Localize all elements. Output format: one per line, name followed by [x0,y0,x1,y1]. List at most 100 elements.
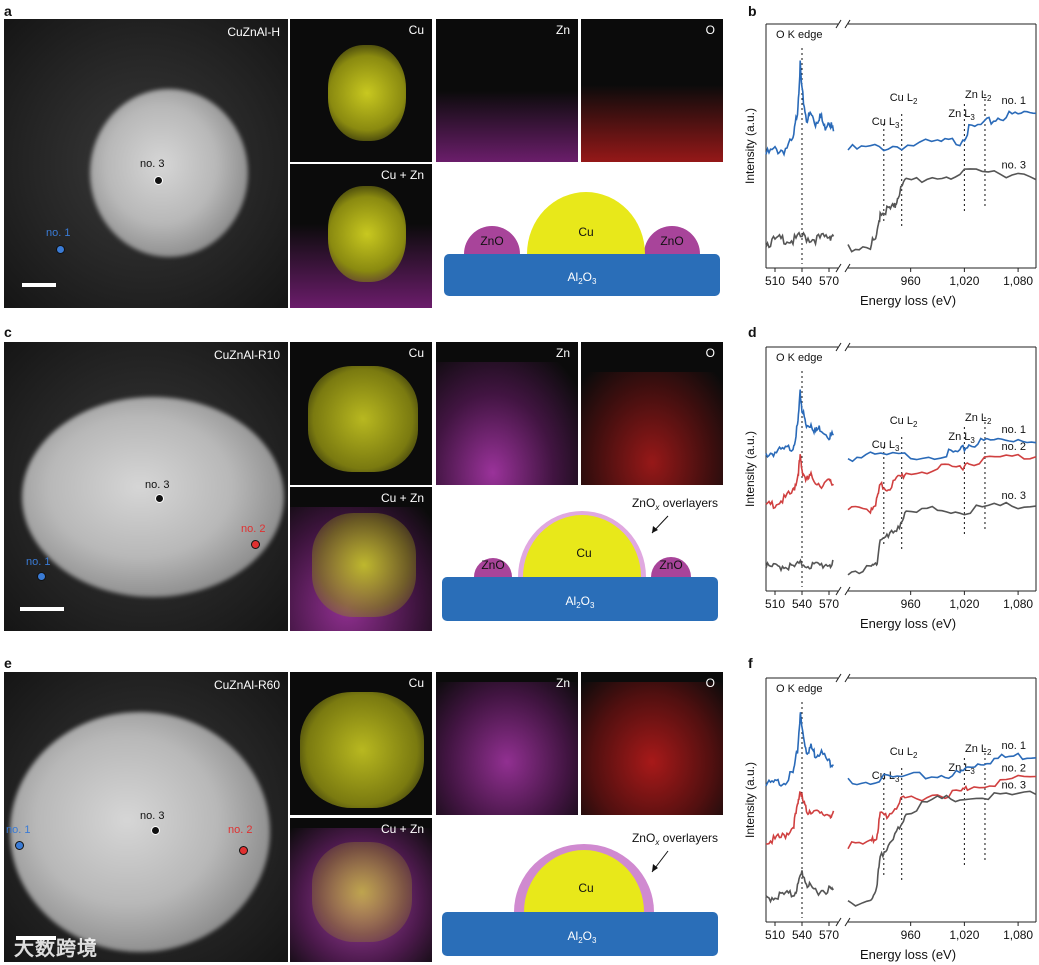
series-line-right [847,168,1037,253]
series-line-right [847,752,1037,786]
x-tick-label: 1,080 [1003,274,1033,288]
map-label-zn: Zn [555,23,570,37]
schematic-c: ZnO ZnO Cu Al2O3 ZnOx overlayers [436,487,723,631]
x-axis-label: Energy loss (eV) [860,293,956,308]
zno-particle-right [651,557,691,577]
y-axis-label: Intensity (a.u.) [743,762,757,838]
cu-signal [312,513,416,617]
edge-label: Zn L3 [948,762,975,776]
series-line-right [847,790,1037,907]
zno-label-left: ZnO [480,234,503,248]
series-line-left [765,790,835,846]
series-label: no. 2 [1002,441,1026,453]
y-axis-label: Intensity (a.u.) [743,431,757,507]
cu-particle-schematic [523,515,641,577]
spot-no3-marker [155,494,164,503]
edge-label: Zn L2 [965,412,992,426]
axis-break-mark [844,342,851,352]
o-map-c: O [581,342,723,485]
spot-label-no3: no. 3 [140,158,165,170]
spot-no1-marker [15,841,24,850]
x-tick-label: 510 [765,274,785,288]
sample-label: CuZnAl-H [227,25,280,39]
map-label-cu: Cu [408,346,424,360]
map-label-cuzn: Cu + Zn [380,822,424,836]
o-map-e: O [581,672,723,815]
al2o3-support [444,254,720,296]
x-tick-label: 1,020 [949,928,979,942]
edge-label: Zn L3 [948,431,975,445]
zno-label-right: ZnO [660,234,683,248]
axis-break-mark [844,263,851,273]
axis-break-mark [844,586,851,596]
cu-signal [312,842,412,942]
o-signal [581,682,723,815]
spot-label-no1: no. 1 [26,556,51,568]
panel-letter-c: c [4,324,12,340]
schematic-a: ZnO ZnO Cu Al2O3 [436,164,723,308]
overlayer-label: ZnOx overlayers [632,496,718,512]
x-tick-label: 570 [819,274,839,288]
map-label-cu: Cu [408,676,424,690]
panel-letter-d: d [748,324,757,340]
axis-break-mark [835,263,842,273]
cu-map-c: Cu [290,342,432,485]
watermark: 大数跨境 [14,938,98,960]
scale-bar [22,283,56,287]
panel-letter-e: e [4,655,12,671]
al2o3-support [442,912,718,956]
edge-label: Zn L2 [965,743,992,757]
cu-signal [328,186,406,282]
cu-particle [90,89,248,257]
zn-signal [436,682,578,815]
map-label-o: O [705,676,715,690]
spot-no2-marker [239,846,248,855]
panel-letter-f: f [748,655,753,671]
series-line-right [847,437,1037,463]
x-tick-label: 960 [901,928,921,942]
x-axis-label: Energy loss (eV) [860,947,956,962]
axis-break-mark [835,586,842,596]
edge-label: Cu L3 [872,439,900,453]
o-map-a: O [581,19,723,162]
series-label: no. 1 [1002,95,1026,107]
spot-label-no1: no. 1 [6,824,31,836]
eels-plot-f: 510 540 570 960 1,020 1,080 Energy loss (eV) In… [743,673,1037,962]
spot-no1-marker [37,572,46,581]
cu-particle [10,712,270,952]
eels-plot-b: 510 540 570 960 1,020 1,080 Energy loss (eV) In… [743,19,1037,308]
series-label: no. 1 [1002,740,1026,752]
axis-break-mark [844,673,851,683]
annotation-o-k-edge: O K edge [776,683,822,695]
zno-label-left: ZnO [481,558,504,572]
x-tick-label: 960 [901,597,921,611]
al2o3-label: Al2O3 [568,270,597,286]
zno-label-right: ZnO [659,558,682,572]
annotation-o-k-edge: O K edge [776,352,822,364]
spot-no3-marker [154,176,163,185]
x-tick-label: 540 [792,597,812,611]
x-tick-label: 570 [819,928,839,942]
series-line-right [847,453,1037,515]
x-tick-label: 510 [765,597,785,611]
x-tick-label: 540 [792,274,812,288]
edge-label: Zn L3 [948,108,975,122]
spot-label-no2: no. 2 [241,523,266,535]
haadf-image-a: CuZnAl-H no. 3 no. 1 [4,19,288,308]
map-label-cuzn: Cu + Zn [380,491,424,505]
x-tick-label: 1,020 [949,597,979,611]
overlayer-arrowhead [652,864,658,872]
o-signal [581,85,723,162]
cu-particle [22,397,284,597]
series-label: no. 3 [1002,490,1026,502]
axis-break-mark [844,19,851,29]
cuzn-map-e: Cu + Zn [290,818,432,962]
zno-particle-left [474,558,512,577]
edge-label: Cu L3 [872,116,900,130]
cu-signal [308,366,418,472]
scale-bar [20,607,64,611]
zno-particle-right [644,226,700,254]
x-tick-label: 1,080 [1003,928,1033,942]
map-label-cu: Cu [408,23,424,37]
series-line-right [847,110,1037,152]
